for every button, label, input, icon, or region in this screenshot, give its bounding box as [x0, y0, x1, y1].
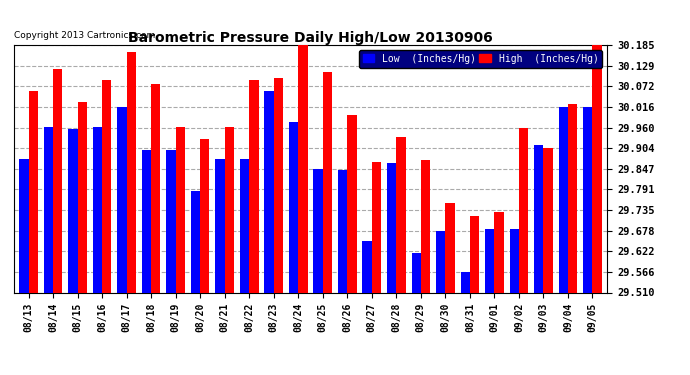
Bar: [43, 128, 53, 292]
Legend: Low  (Inches/Hg), High  (Inches/Hg): Low (Inches/Hg), High (Inches/Hg): [359, 50, 602, 68]
Text: Copyright 2013 Cartronics.com: Copyright 2013 Cartronics.com: [14, 31, 155, 40]
Bar: [249, 80, 259, 292]
Bar: [176, 128, 185, 292]
Bar: [485, 230, 495, 292]
Bar: [215, 159, 225, 292]
Bar: [289, 122, 298, 292]
Bar: [411, 253, 421, 292]
Bar: [68, 129, 77, 292]
Bar: [166, 150, 176, 292]
Bar: [568, 104, 578, 292]
Bar: [92, 128, 102, 292]
Bar: [102, 80, 111, 292]
Bar: [77, 102, 87, 292]
Bar: [240, 159, 249, 292]
Bar: [519, 128, 529, 292]
Bar: [559, 107, 568, 292]
Bar: [593, 45, 602, 292]
Bar: [510, 230, 519, 292]
Bar: [264, 91, 274, 292]
Bar: [142, 150, 151, 292]
Bar: [126, 53, 136, 292]
Bar: [396, 136, 406, 292]
Bar: [313, 169, 323, 292]
Bar: [583, 107, 593, 292]
Bar: [387, 164, 396, 292]
Bar: [298, 45, 308, 292]
Bar: [460, 272, 470, 292]
Bar: [53, 69, 62, 292]
Bar: [421, 160, 430, 292]
Bar: [151, 84, 161, 292]
Title: Barometric Pressure Daily High/Low 20130906: Barometric Pressure Daily High/Low 20130…: [128, 31, 493, 45]
Bar: [225, 128, 234, 292]
Bar: [470, 216, 479, 292]
Bar: [445, 202, 455, 292]
Bar: [534, 145, 544, 292]
Bar: [323, 72, 332, 292]
Bar: [19, 159, 28, 292]
Bar: [191, 190, 200, 292]
Bar: [372, 162, 381, 292]
Bar: [362, 241, 372, 292]
Bar: [200, 138, 210, 292]
Bar: [274, 78, 283, 292]
Bar: [436, 231, 445, 292]
Bar: [495, 212, 504, 292]
Bar: [544, 148, 553, 292]
Bar: [338, 170, 347, 292]
Bar: [347, 115, 357, 292]
Bar: [28, 91, 38, 292]
Bar: [117, 107, 126, 292]
